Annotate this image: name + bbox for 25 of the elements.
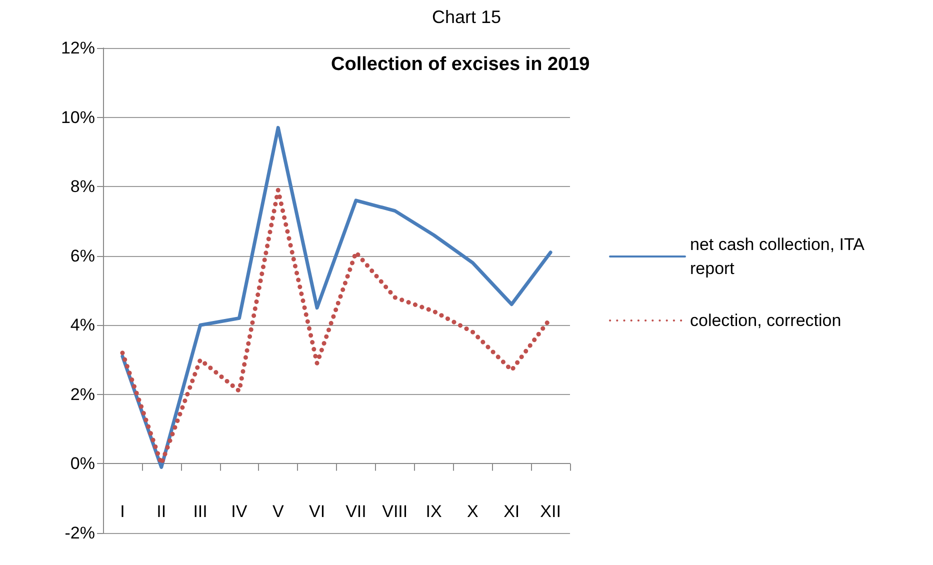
y-tick-label: 2% <box>70 384 95 404</box>
x-tick-label: VIII <box>382 502 408 521</box>
x-tick-label: VII <box>346 502 366 521</box>
y-tick-label: 4% <box>70 316 95 335</box>
x-tick-label: I <box>120 502 125 521</box>
y-tick-label: 10% <box>60 108 95 127</box>
x-tick-label: IX <box>426 502 442 521</box>
x-tick-label: IV <box>231 502 248 521</box>
x-tick-label: III <box>193 502 208 521</box>
caption: Chart 15 <box>432 7 502 27</box>
y-tick-label: 6% <box>70 246 95 266</box>
x-tick-label: XII <box>540 502 561 521</box>
x-tick-label: XI <box>504 502 520 521</box>
y-tick-label: -2% <box>64 524 95 542</box>
x-tick-label: X <box>467 502 478 521</box>
chart-title: Collection of excises in 2019 <box>331 54 590 75</box>
x-tick-label: II <box>156 502 166 521</box>
y-tick-label: 0% <box>70 454 95 474</box>
x-tick-label: VI <box>309 502 326 521</box>
legend-label: colection, correction <box>690 311 842 330</box>
legend-label: net cash collection, ITA report <box>690 235 868 278</box>
y-tick-label: 12% <box>60 38 95 58</box>
y-tick-label: 8% <box>70 177 95 196</box>
x-tick-label: V <box>272 502 284 521</box>
line-series <box>120 126 552 469</box>
